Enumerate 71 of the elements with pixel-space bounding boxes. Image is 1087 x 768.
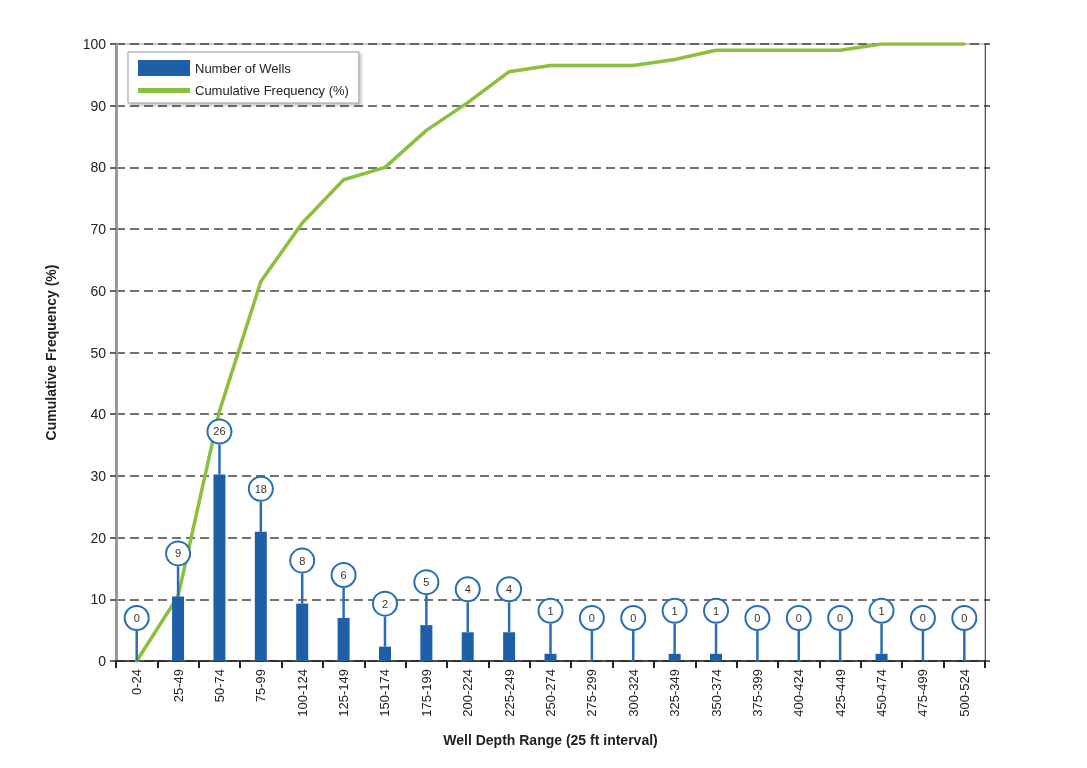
x-tick-label: 150-174 <box>377 669 393 717</box>
y-tick-label: 70 <box>90 221 107 238</box>
x-tick-label: 400-424 <box>791 669 807 717</box>
x-tick-label: 75-99 <box>253 669 269 703</box>
data-label: 26 <box>213 425 226 438</box>
y-tick-label: 10 <box>90 591 107 608</box>
data-label: 4 <box>464 583 471 596</box>
y-tick-label: 20 <box>90 529 107 546</box>
bar <box>254 531 267 661</box>
data-label: 0 <box>795 612 802 624</box>
bar <box>875 653 888 661</box>
y-tick-label: 40 <box>90 406 107 423</box>
y-tick-label: 0 <box>98 653 107 669</box>
bar <box>213 474 226 661</box>
data-label: 0 <box>919 612 926 624</box>
data-label: 9 <box>175 547 182 560</box>
y-tick-label: 30 <box>90 467 107 484</box>
bar <box>172 596 185 661</box>
x-tick-label: 25-49 <box>170 669 186 703</box>
bar <box>710 653 723 661</box>
line-series <box>134 42 967 663</box>
x-tick-label: 200-224 <box>460 669 476 717</box>
data-label: 0 <box>754 612 761 624</box>
bar <box>461 632 474 661</box>
data-label: 0 <box>630 612 637 624</box>
x-tick-label: 0-24 <box>129 669 145 696</box>
data-label: 8 <box>299 554 306 567</box>
data-label: 1 <box>671 604 678 617</box>
bar <box>378 646 391 661</box>
x-tick-label: 225-249 <box>501 669 517 717</box>
x-tick-label: 375-399 <box>749 669 765 717</box>
x-tick-label: 175-199 <box>418 669 434 717</box>
x-tick-label: 500-524 <box>956 669 972 717</box>
bar <box>296 603 309 661</box>
bar <box>337 617 350 661</box>
bar <box>503 632 516 661</box>
data-label: 1 <box>878 604 885 617</box>
legend-label: Cumulative Frequency (%) <box>195 83 349 98</box>
x-tick-label: 325-349 <box>667 669 683 717</box>
y-tick-label: 90 <box>90 97 107 114</box>
x-tick-label: 425-449 <box>832 669 848 717</box>
x-tick-label: 125-149 <box>336 669 352 717</box>
y-axis-title: Cumulative Frequency (%) <box>43 264 59 441</box>
bar <box>668 653 681 661</box>
bar <box>544 653 557 661</box>
data-label: 0 <box>837 612 844 624</box>
y-tick-label: 100 <box>82 36 107 52</box>
x-tick-label: 50-74 <box>211 669 227 703</box>
data-label: 5 <box>423 576 430 589</box>
data-label: 1 <box>547 604 554 617</box>
data-label: 0 <box>588 612 595 624</box>
data-label: 0 <box>961 612 968 624</box>
legend-label: Number of Wells <box>195 60 292 76</box>
data-label: 4 <box>506 583 513 596</box>
x-tick-label: 300-324 <box>625 669 641 717</box>
y-tick-label: 60 <box>90 282 107 299</box>
x-axis-title: Well Depth Range (25 ft interval) <box>443 732 658 748</box>
data-label: 0 <box>133 612 140 624</box>
x-tick-label: 350-374 <box>708 669 724 717</box>
x-tick-label: 250-274 <box>543 669 558 717</box>
data-label: 1 <box>712 604 720 617</box>
x-tick-label: 275-299 <box>584 669 600 717</box>
bar <box>420 625 433 661</box>
x-tick-label: 100-124 <box>294 669 310 717</box>
x-tick-label: 450-474 <box>874 669 890 717</box>
y-tick-label: 80 <box>90 159 107 176</box>
data-label: 2 <box>381 597 389 610</box>
data-label: 18 <box>254 482 267 495</box>
x-tick-label: 475-499 <box>915 669 931 717</box>
y-tick-label: 50 <box>90 344 107 361</box>
data-label: 6 <box>340 568 347 581</box>
